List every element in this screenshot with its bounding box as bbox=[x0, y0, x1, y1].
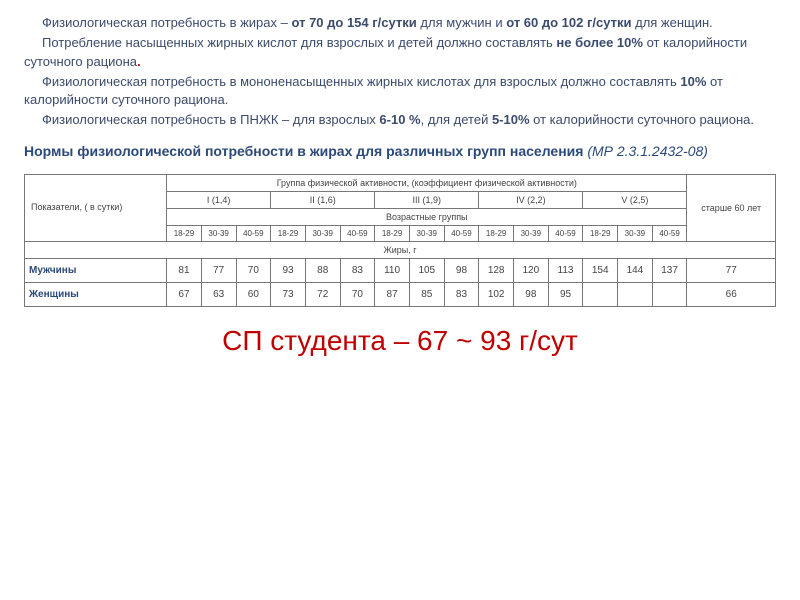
subtitle-ref: (МР 2.3.1.2432-08) bbox=[583, 143, 708, 159]
age: 18-29 bbox=[271, 225, 306, 241]
unit-row: Жиры, г bbox=[25, 241, 776, 258]
age: 30-39 bbox=[201, 225, 236, 241]
group-header: Группа физической активности, (коэффицие… bbox=[167, 174, 687, 191]
age: 40-59 bbox=[236, 225, 271, 241]
intro-t: от калорийности суточного рациона. bbox=[530, 112, 754, 127]
women-label: Женщины bbox=[25, 282, 167, 306]
women-val: 73 bbox=[271, 282, 306, 306]
fat-norms-table: Показатели, ( в сутки) Группа физической… bbox=[24, 174, 776, 307]
women-val: 60 bbox=[236, 282, 271, 306]
intro-t: Физиологическая потребность в ПНЖК – для… bbox=[42, 112, 379, 127]
men-val: 113 bbox=[548, 258, 583, 282]
subtitle-main: Нормы физиологической потребности в жира… bbox=[24, 143, 583, 159]
age: 30-39 bbox=[618, 225, 653, 241]
women-val: 72 bbox=[305, 282, 340, 306]
women-val: 95 bbox=[548, 282, 583, 306]
intro-t: не более 10% bbox=[556, 35, 643, 50]
intro-t: Физиологическая потребность в жирах – bbox=[42, 15, 291, 30]
intro-t: 10% bbox=[680, 74, 706, 89]
intro-t: Физиологическая потребность в мононенасы… bbox=[42, 74, 680, 89]
women-val bbox=[583, 282, 618, 306]
men-val: 98 bbox=[444, 258, 479, 282]
age: 40-59 bbox=[548, 225, 583, 241]
women-val bbox=[652, 282, 687, 306]
intro-t: от 70 до 154 г/сутки bbox=[291, 15, 416, 30]
women-val: 85 bbox=[409, 282, 444, 306]
age: 40-59 bbox=[340, 225, 375, 241]
group-2: II (1,6) bbox=[271, 191, 375, 208]
group-5: V (2,5) bbox=[583, 191, 687, 208]
intro-text: Физиологическая потребность в жирах – от… bbox=[24, 14, 776, 130]
intro-t: Потребление насыщенных жирных кислот для… bbox=[42, 35, 556, 50]
men-val: 144 bbox=[618, 258, 653, 282]
men-val: 77 bbox=[201, 258, 236, 282]
age: 40-59 bbox=[652, 225, 687, 241]
men-val: 128 bbox=[479, 258, 514, 282]
summary-line: СП студента – 67 ~ 93 г/сут bbox=[24, 325, 776, 357]
women-val: 70 bbox=[340, 282, 375, 306]
intro-t: 6-10 % bbox=[379, 112, 420, 127]
men-val: 137 bbox=[652, 258, 687, 282]
older-label: старше 60 лет bbox=[687, 174, 776, 241]
intro-t: . bbox=[137, 54, 141, 69]
men-val: 120 bbox=[514, 258, 549, 282]
men-val: 93 bbox=[271, 258, 306, 282]
group-3: III (1,9) bbox=[375, 191, 479, 208]
group-1: I (1,4) bbox=[167, 191, 271, 208]
men-val: 83 bbox=[340, 258, 375, 282]
women-val: 83 bbox=[444, 282, 479, 306]
intro-t: , для детей bbox=[421, 112, 492, 127]
row-header: Показатели, ( в сутки) bbox=[25, 174, 167, 241]
age: 18-29 bbox=[167, 225, 202, 241]
age-header: Возрастные группы bbox=[167, 208, 687, 225]
men-val: 154 bbox=[583, 258, 618, 282]
intro-t: 5-10% bbox=[492, 112, 530, 127]
age: 18-29 bbox=[375, 225, 410, 241]
intro-t: для женщин. bbox=[632, 15, 713, 30]
age: 40-59 bbox=[444, 225, 479, 241]
age: 30-39 bbox=[409, 225, 444, 241]
women-val: 66 bbox=[687, 282, 776, 306]
intro-t: от 60 до 102 г/сутки bbox=[506, 15, 631, 30]
age: 30-39 bbox=[514, 225, 549, 241]
men-val: 81 bbox=[167, 258, 202, 282]
men-val: 88 bbox=[305, 258, 340, 282]
age: 18-29 bbox=[583, 225, 618, 241]
women-val: 67 bbox=[167, 282, 202, 306]
men-val: 105 bbox=[409, 258, 444, 282]
age: 30-39 bbox=[305, 225, 340, 241]
men-val: 110 bbox=[375, 258, 410, 282]
age: 18-29 bbox=[479, 225, 514, 241]
women-val bbox=[618, 282, 653, 306]
women-val: 102 bbox=[479, 282, 514, 306]
men-val: 77 bbox=[687, 258, 776, 282]
intro-t: для мужчин и bbox=[417, 15, 506, 30]
women-val: 98 bbox=[514, 282, 549, 306]
group-4: IV (2,2) bbox=[479, 191, 583, 208]
women-val: 87 bbox=[375, 282, 410, 306]
men-label: Мужчины bbox=[25, 258, 167, 282]
subtitle: Нормы физиологической потребности в жира… bbox=[24, 142, 776, 162]
women-val: 63 bbox=[201, 282, 236, 306]
men-val: 70 bbox=[236, 258, 271, 282]
